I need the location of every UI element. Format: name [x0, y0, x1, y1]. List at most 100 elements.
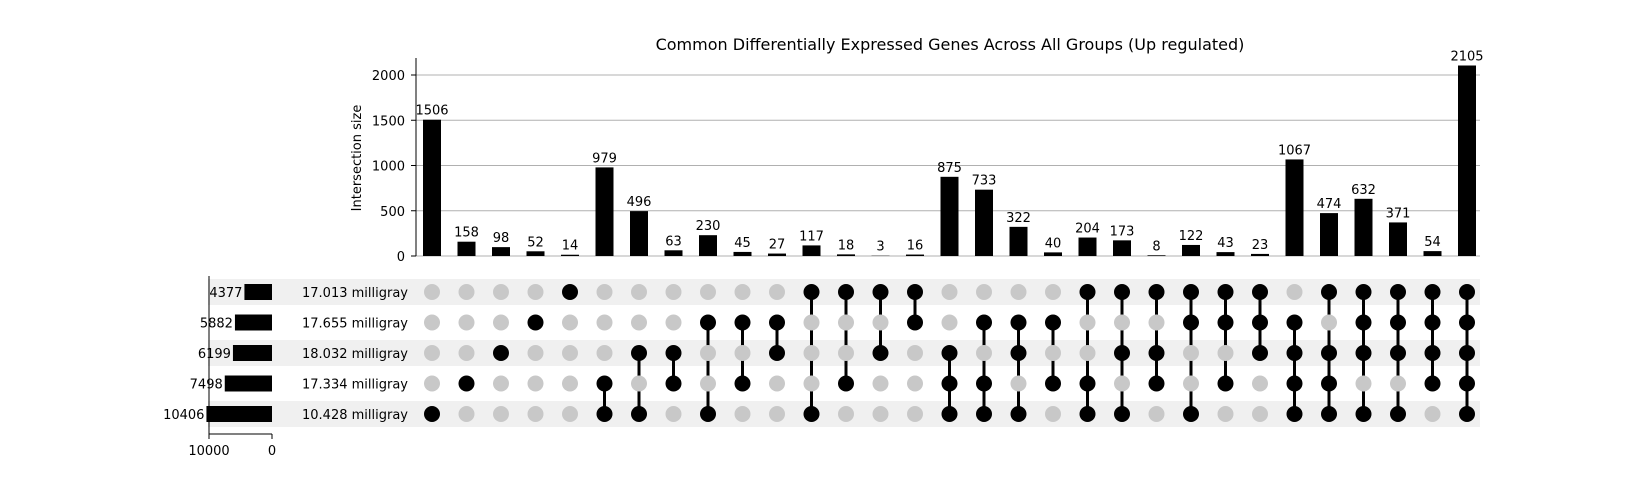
intersection-bar [1251, 253, 1269, 256]
matrix-dot-inactive [872, 375, 889, 392]
matrix-dot-inactive [941, 284, 958, 300]
intersection-bar [1423, 251, 1442, 256]
matrix-dot-inactive [665, 284, 682, 300]
bar-value-label: 122 [1179, 229, 1204, 244]
y-axis-label: Intersection size [350, 105, 365, 212]
y-tick-label: 1500 [372, 114, 405, 129]
axes [208, 58, 417, 435]
set-size-label: 10406 [163, 408, 204, 423]
set-name-label: 17.334 milligray [302, 378, 408, 393]
matrix-dot-active [1079, 375, 1096, 392]
intersection-bars [423, 65, 1476, 256]
matrix-dot-active [803, 284, 820, 300]
intersection-bar [1320, 213, 1338, 256]
intersection-bar [1182, 244, 1200, 256]
matrix-dot-inactive [769, 375, 785, 392]
matrix-dot-active [769, 314, 785, 331]
matrix-dot-active [769, 345, 785, 361]
matrix-dot-inactive [769, 406, 785, 422]
bar-value-label: 496 [627, 195, 652, 210]
matrix-dot-inactive [1045, 284, 1061, 300]
intersection-bar [837, 254, 855, 256]
matrix-dot-active [1114, 284, 1130, 300]
matrix-dot-active [1390, 345, 1406, 361]
matrix-dot-inactive [493, 284, 509, 300]
matrix-dot-active [1183, 406, 1199, 422]
matrix-dot-active [1286, 375, 1303, 392]
bar-value-label: 52 [527, 235, 544, 250]
set-size-label: 6199 [198, 347, 231, 362]
bar-value-label: 23 [1252, 238, 1269, 253]
matrix-dot-inactive [838, 314, 854, 331]
intersection-bar [1044, 252, 1062, 256]
set-name-label: 17.655 milligray [302, 317, 408, 332]
matrix-dot-inactive [907, 406, 923, 422]
intersection-bar [768, 253, 786, 256]
matrix-dot-active [838, 284, 854, 300]
matrix-dot-active [1355, 284, 1372, 300]
matrix-dot-inactive [1148, 406, 1165, 422]
matrix-dot-active [1079, 406, 1096, 422]
intersection-bar [1078, 237, 1097, 256]
set-size-axis-ticks: 10000 0 [188, 434, 276, 459]
matrix-dot-active [734, 314, 751, 331]
bar-value-label: 18 [838, 238, 855, 253]
matrix-dot-inactive [1217, 345, 1234, 361]
matrix-dot-inactive [700, 375, 716, 392]
matrix-dot-active [1321, 284, 1337, 300]
matrix-dot-inactive [1079, 314, 1096, 331]
matrix-dot-active [527, 314, 544, 331]
matrix-dot-inactive [803, 375, 820, 392]
matrix-dot-inactive [734, 406, 751, 422]
matrix-dot-active [1010, 406, 1027, 422]
matrix-dot-inactive [562, 375, 578, 392]
matrix-dot-active [734, 375, 751, 392]
matrix-dot-active [1010, 314, 1027, 331]
matrix-dot-active [631, 345, 647, 361]
bar-value-label: 98 [493, 231, 510, 246]
matrix-dot-inactive [1045, 345, 1061, 361]
matrix-dot-active [1321, 406, 1337, 422]
set-name-label: 18.032 milligray [302, 347, 408, 362]
set-size-bar [244, 284, 272, 300]
matrix-dot-inactive [458, 345, 475, 361]
matrix-dot-inactive [1045, 406, 1061, 422]
intersection-bar [1285, 159, 1304, 256]
y-tick-label: 0 [397, 250, 405, 265]
matrix-dot-inactive [596, 284, 613, 300]
matrix-dot-inactive [562, 345, 578, 361]
matrix-dot-active [976, 375, 992, 392]
matrix-dot-inactive [1424, 406, 1441, 422]
matrix-dot-active [838, 375, 854, 392]
matrix-dot-active [1424, 284, 1441, 300]
matrix-dot-active [1148, 284, 1165, 300]
matrix-dot-inactive [596, 345, 613, 361]
matrix-dot-inactive [976, 345, 992, 361]
set-size-bar [206, 406, 272, 422]
intersection-bar [975, 189, 993, 256]
matrix-dot-inactive [527, 345, 544, 361]
bar-value-label: 204 [1075, 222, 1100, 237]
matrix-dot-inactive [458, 406, 475, 422]
intersection-bar [630, 211, 648, 256]
matrix-dot-active [1079, 284, 1096, 300]
matrix-dot-active [1459, 406, 1475, 422]
matrix-dot-active [941, 406, 958, 422]
bar-value-label: 173 [1110, 224, 1135, 239]
bar-value-label: 158 [454, 226, 479, 241]
matrix-dot-inactive [527, 375, 544, 392]
bar-value-labels: 1506 158 98 52 14 979 496 63 230 45 27 117 18 3 16 875 7… [415, 50, 1483, 255]
matrix-dot-inactive [493, 375, 509, 392]
matrix-dot-inactive [700, 345, 716, 361]
matrix-dot-inactive [1148, 314, 1165, 331]
matrix-dot-active [1217, 284, 1234, 300]
matrix-dot-active [700, 314, 716, 331]
matrix-dot-active [596, 375, 613, 392]
matrix-dot-active [1390, 406, 1406, 422]
matrix-dot-active [631, 406, 647, 422]
matrix-dot-inactive [562, 406, 578, 422]
matrix-dot-active [1355, 406, 1372, 422]
matrix-dot-inactive [631, 284, 647, 300]
matrix-dot-active [1424, 345, 1441, 361]
matrix-dot-inactive [1252, 375, 1268, 392]
